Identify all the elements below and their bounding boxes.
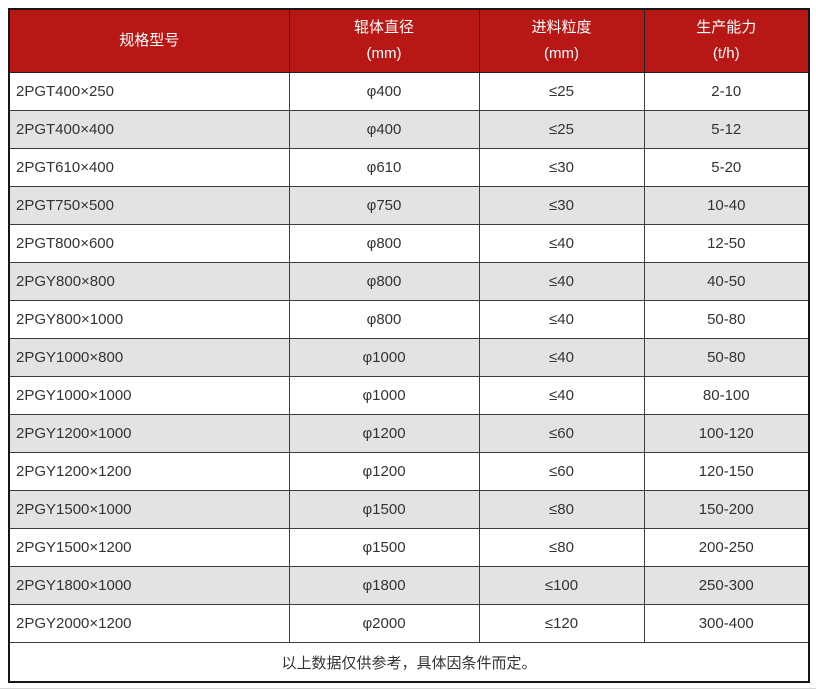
capacity-cell: 50-80 xyxy=(643,300,810,339)
feed-size-cell: ≤80 xyxy=(478,528,645,567)
column-header-diameter: 辊体直径 (mm) xyxy=(288,8,480,73)
column-header-diameter-unit: (mm) xyxy=(366,45,402,62)
diameter-cell: φ1500 xyxy=(288,490,480,529)
diameter-cell: φ1200 xyxy=(288,414,480,453)
table-row: 2PGY1000×800 φ1000 ≤40 50-80 xyxy=(8,338,810,377)
diameter-cell: φ1800 xyxy=(288,566,480,605)
column-header-feed-size: 进料粒度 (mm) xyxy=(478,8,645,73)
table-row: 2PGT400×250 φ400 ≤25 2-10 xyxy=(8,72,810,111)
model-cell: 2PGY1500×1000 xyxy=(8,490,290,529)
table-row: 2PGY1800×1000 φ1800 ≤100 250-300 xyxy=(8,566,810,605)
diameter-cell: φ1000 xyxy=(288,376,480,415)
feed-size-cell: ≤30 xyxy=(478,186,645,225)
model-cell: 2PGT800×600 xyxy=(8,224,290,263)
table-row: 2PGY2000×1200 φ2000 ≤120 300-400 xyxy=(8,604,810,643)
header-row: 规格型号 辊体直径 (mm) 进料粒度 (mm) 生产能力 (t/h) xyxy=(8,8,810,73)
capacity-cell: 120-150 xyxy=(643,452,810,491)
diameter-cell: φ800 xyxy=(288,300,480,339)
table-row: 2PGY1000×1000 φ1000 ≤40 80-100 xyxy=(8,376,810,415)
diameter-cell: φ750 xyxy=(288,186,480,225)
table-row: 2PGY1500×1200 φ1500 ≤80 200-250 xyxy=(8,528,810,567)
column-header-diameter-label: 辊体直径 xyxy=(353,18,414,36)
diameter-cell: φ400 xyxy=(288,72,480,111)
diameter-cell: φ800 xyxy=(288,224,480,263)
roller-crusher-spec-table: 规格型号 辊体直径 (mm) 进料粒度 (mm) 生产能力 (t/h) 2PGT… xyxy=(8,8,810,683)
capacity-cell: 2-10 xyxy=(643,72,810,111)
model-cell: 2PGY1800×1000 xyxy=(8,566,290,605)
table-row: 2PGT400×400 φ400 ≤25 5-12 xyxy=(8,110,810,149)
model-cell: 2PGY1200×1000 xyxy=(8,414,290,453)
feed-size-cell: ≤40 xyxy=(478,376,645,415)
model-cell: 2PGY1500×1200 xyxy=(8,528,290,567)
diameter-cell: φ1200 xyxy=(288,452,480,491)
column-header-capacity-unit: (t/h) xyxy=(712,45,740,62)
model-cell: 2PGY1000×1000 xyxy=(8,376,290,415)
diameter-cell: φ2000 xyxy=(288,604,480,643)
feed-size-cell: ≤60 xyxy=(478,414,645,453)
table-footnote: 以上数据仅供参考，具体因条件而定。 xyxy=(8,642,810,683)
capacity-cell: 150-200 xyxy=(643,490,810,529)
capacity-cell: 80-100 xyxy=(643,376,810,415)
capacity-cell: 5-12 xyxy=(643,110,810,149)
feed-size-cell: ≤40 xyxy=(478,262,645,301)
capacity-cell: 10-40 xyxy=(643,186,810,225)
model-cell: 2PGT610×400 xyxy=(8,148,290,187)
capacity-cell: 200-250 xyxy=(643,528,810,567)
feed-size-cell: ≤60 xyxy=(478,452,645,491)
table-row: 2PGT750×500 φ750 ≤30 10-40 xyxy=(8,186,810,225)
table-row: 2PGT800×600 φ800 ≤40 12-50 xyxy=(8,224,810,263)
capacity-cell: 250-300 xyxy=(643,566,810,605)
footnote-row: 以上数据仅供参考，具体因条件而定。 xyxy=(8,642,810,683)
feed-size-cell: ≤40 xyxy=(478,338,645,377)
model-cell: 2PGY1000×800 xyxy=(8,338,290,377)
column-header-feed-size-label: 进料粒度 xyxy=(531,18,592,36)
table-row: 2PGY800×1000 φ800 ≤40 50-80 xyxy=(8,300,810,339)
model-cell: 2PGY800×1000 xyxy=(8,300,290,339)
capacity-cell: 50-80 xyxy=(643,338,810,377)
feed-size-cell: ≤120 xyxy=(478,604,645,643)
capacity-cell: 100-120 xyxy=(643,414,810,453)
column-header-capacity-label: 生产能力 xyxy=(696,18,757,36)
model-cell: 2PGT400×250 xyxy=(8,72,290,111)
column-header-model-label: 规格型号 xyxy=(119,31,180,49)
model-cell: 2PGY800×800 xyxy=(8,262,290,301)
diameter-cell: φ800 xyxy=(288,262,480,301)
model-cell: 2PGT400×400 xyxy=(8,110,290,149)
model-cell: 2PGT750×500 xyxy=(8,186,290,225)
column-header-model: 规格型号 xyxy=(8,8,290,73)
table-row: 2PGY800×800 φ800 ≤40 40-50 xyxy=(8,262,810,301)
diameter-cell: φ1000 xyxy=(288,338,480,377)
column-header-capacity: 生产能力 (t/h) xyxy=(643,8,810,73)
feed-size-cell: ≤25 xyxy=(478,72,645,111)
feed-size-cell: ≤100 xyxy=(478,566,645,605)
table-row: 2PGY1200×1000 φ1200 ≤60 100-120 xyxy=(8,414,810,453)
model-cell: 2PGY2000×1200 xyxy=(8,604,290,643)
feed-size-cell: ≤40 xyxy=(478,300,645,339)
capacity-cell: 300-400 xyxy=(643,604,810,643)
capacity-cell: 40-50 xyxy=(643,262,810,301)
model-cell: 2PGY1200×1200 xyxy=(8,452,290,491)
feed-size-cell: ≤80 xyxy=(478,490,645,529)
feed-size-cell: ≤25 xyxy=(478,110,645,149)
feed-size-cell: ≤40 xyxy=(478,224,645,263)
diameter-cell: φ1500 xyxy=(288,528,480,567)
feed-size-cell: ≤30 xyxy=(478,148,645,187)
capacity-cell: 5-20 xyxy=(643,148,810,187)
diameter-cell: φ400 xyxy=(288,110,480,149)
column-header-feed-size-unit: (mm) xyxy=(544,45,579,62)
table-row: 2PGY1200×1200 φ1200 ≤60 120-150 xyxy=(8,452,810,491)
diameter-cell: φ610 xyxy=(288,148,480,187)
table-row: 2PGT610×400 φ610 ≤30 5-20 xyxy=(8,148,810,187)
capacity-cell: 12-50 xyxy=(643,224,810,263)
table-row: 2PGY1500×1000 φ1500 ≤80 150-200 xyxy=(8,490,810,529)
